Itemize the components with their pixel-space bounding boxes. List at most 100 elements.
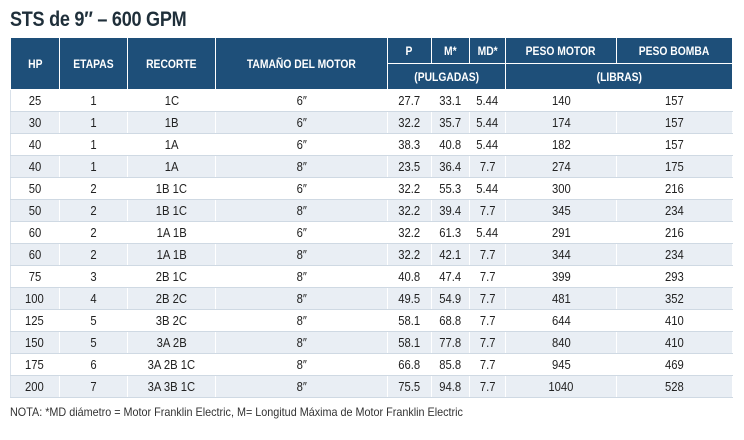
cell-hp: 40 bbox=[10, 133, 60, 156]
table-row: 30 1 1B 6″ 32.2 35.7 5.44 174 157 bbox=[10, 111, 734, 134]
cell-peso-motor: 274 bbox=[505, 155, 617, 178]
cell-p: 58.1 bbox=[387, 309, 432, 332]
cell-motor: 6″ bbox=[215, 133, 389, 156]
cell-m: 55.3 bbox=[430, 177, 470, 200]
cell-recorte: 1A 1B bbox=[127, 221, 217, 244]
cell-etapas: 1 bbox=[58, 89, 129, 112]
cell-hp: 150 bbox=[10, 331, 60, 354]
cell-md: 5.44 bbox=[468, 177, 507, 200]
cell-peso-bomba: 157 bbox=[615, 89, 734, 112]
table-row: 25 1 1C 6″ 27.7 33.1 5.44 140 157 bbox=[10, 89, 734, 112]
cell-peso-motor: 291 bbox=[505, 221, 617, 244]
cell-etapas: 4 bbox=[58, 287, 129, 310]
cell-hp: 75 bbox=[10, 265, 60, 288]
cell-hp: 50 bbox=[10, 177, 60, 200]
table-row: 40 1 1A 8″ 23.5 36.4 7.7 274 175 bbox=[10, 155, 734, 178]
table-row: 75 3 2B 1C 8″ 40.8 47.4 7.7 399 293 bbox=[10, 265, 734, 288]
header-peso-motor: PESO MOTOR bbox=[505, 37, 617, 64]
cell-motor: 6″ bbox=[215, 221, 389, 244]
table-body: 25 1 1C 6″ 27.7 33.1 5.44 140 157 30 1 1B 6″ 32.2 35.7… bbox=[10, 89, 734, 398]
cell-m: 35.7 bbox=[430, 111, 470, 134]
cell-peso-bomba: 352 bbox=[615, 287, 734, 310]
cell-hp: 30 bbox=[10, 111, 60, 134]
cell-m: 94.8 bbox=[430, 375, 470, 398]
cell-md: 7.7 bbox=[468, 287, 507, 310]
cell-md: 7.7 bbox=[468, 309, 507, 332]
cell-recorte: 3A 2B bbox=[127, 331, 217, 354]
cell-etapas: 1 bbox=[58, 155, 129, 178]
cell-recorte: 3A 3B 1C bbox=[127, 375, 217, 398]
table-row: 50 2 1B 1C 6″ 32.2 55.3 5.44 300 216 bbox=[10, 177, 734, 200]
header-etapas: ETAPAS bbox=[58, 37, 129, 90]
cell-md: 7.7 bbox=[468, 331, 507, 354]
cell-motor: 8″ bbox=[215, 265, 389, 288]
cell-etapas: 2 bbox=[58, 199, 129, 222]
table-row: 200 7 3A 3B 1C 8″ 75.5 94.8 7.7 1040 528 bbox=[10, 375, 734, 398]
table-row: 150 5 3A 2B 8″ 58.1 77.8 7.7 840 410 bbox=[10, 331, 734, 354]
cell-recorte: 1B bbox=[127, 111, 217, 134]
cell-peso-bomba: 157 bbox=[615, 111, 734, 134]
cell-peso-motor: 945 bbox=[505, 353, 617, 376]
cell-md: 7.7 bbox=[468, 375, 507, 398]
table-row: 50 2 1B 1C 8″ 32.2 39.4 7.7 345 234 bbox=[10, 199, 734, 222]
cell-motor: 8″ bbox=[215, 155, 389, 178]
cell-m: 39.4 bbox=[430, 199, 470, 222]
cell-motor: 6″ bbox=[215, 89, 389, 112]
cell-m: 36.4 bbox=[430, 155, 470, 178]
cell-hp: 50 bbox=[10, 199, 60, 222]
cell-motor: 8″ bbox=[215, 375, 389, 398]
cell-peso-motor: 345 bbox=[505, 199, 617, 222]
cell-hp: 200 bbox=[10, 375, 60, 398]
cell-peso-motor: 840 bbox=[505, 331, 617, 354]
cell-p: 40.8 bbox=[387, 265, 432, 288]
cell-md: 5.44 bbox=[468, 221, 507, 244]
cell-md: 7.7 bbox=[468, 353, 507, 376]
cell-peso-motor: 174 bbox=[505, 111, 617, 134]
header-hp: HP bbox=[10, 37, 60, 90]
cell-etapas: 3 bbox=[58, 265, 129, 288]
cell-hp: 60 bbox=[10, 243, 60, 266]
cell-peso-bomba: 410 bbox=[615, 331, 734, 354]
cell-peso-bomba: 293 bbox=[615, 265, 734, 288]
cell-peso-bomba: 157 bbox=[615, 133, 734, 156]
cell-recorte: 3A 2B 1C bbox=[127, 353, 217, 376]
table-row: 100 4 2B 2C 8″ 49.5 54.9 7.7 481 352 bbox=[10, 287, 734, 310]
header-md: MD* bbox=[468, 37, 507, 64]
cell-p: 58.1 bbox=[387, 331, 432, 354]
cell-etapas: 2 bbox=[58, 221, 129, 244]
cell-hp: 60 bbox=[10, 221, 60, 244]
cell-recorte: 1C bbox=[127, 89, 217, 112]
cell-recorte: 1A 1B bbox=[127, 243, 217, 266]
cell-md: 5.44 bbox=[468, 133, 507, 156]
header-p: P bbox=[387, 37, 432, 64]
cell-hp: 100 bbox=[10, 287, 60, 310]
cell-recorte: 1A bbox=[127, 155, 217, 178]
cell-md: 5.44 bbox=[468, 89, 507, 112]
table-header: HP ETAPAS RECORTE TAMAÑO DEL MOTOR P M* … bbox=[10, 37, 734, 90]
cell-motor: 8″ bbox=[215, 309, 389, 332]
cell-etapas: 6 bbox=[58, 353, 129, 376]
cell-peso-bomba: 234 bbox=[615, 243, 734, 266]
cell-peso-motor: 399 bbox=[505, 265, 617, 288]
cell-peso-bomba: 469 bbox=[615, 353, 734, 376]
cell-motor: 8″ bbox=[215, 199, 389, 222]
table-row: 175 6 3A 2B 1C 8″ 66.8 85.8 7.7 945 469 bbox=[10, 353, 734, 376]
cell-motor: 8″ bbox=[215, 331, 389, 354]
cell-motor: 6″ bbox=[215, 111, 389, 134]
cell-m: 77.8 bbox=[430, 331, 470, 354]
cell-p: 38.3 bbox=[387, 133, 432, 156]
cell-m: 42.1 bbox=[430, 243, 470, 266]
cell-peso-motor: 644 bbox=[505, 309, 617, 332]
cell-peso-motor: 1040 bbox=[505, 375, 617, 398]
cell-md: 7.7 bbox=[468, 155, 507, 178]
cell-peso-bomba: 234 bbox=[615, 199, 734, 222]
footnote: NOTA: *MD diámetro = Motor Franklin Elec… bbox=[10, 405, 463, 419]
cell-md: 7.7 bbox=[468, 265, 507, 288]
cell-motor: 8″ bbox=[215, 243, 389, 266]
cell-recorte: 2B 1C bbox=[127, 265, 217, 288]
cell-etapas: 2 bbox=[58, 243, 129, 266]
header-pulgadas: (PULGADAS) bbox=[387, 63, 507, 90]
cell-m: 54.9 bbox=[430, 287, 470, 310]
cell-p: 75.5 bbox=[387, 375, 432, 398]
cell-p: 66.8 bbox=[387, 353, 432, 376]
